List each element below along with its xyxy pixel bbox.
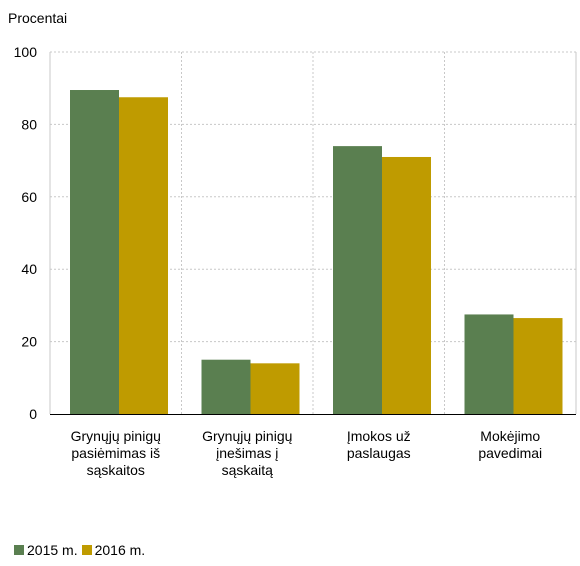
legend: 2015 m. 2016 m. <box>14 540 149 560</box>
y-tick-label: 0 <box>29 406 37 422</box>
y-tick-label: 40 <box>21 261 37 277</box>
bar <box>382 156 431 415</box>
x-tick-label: Grynųjų pinigų įnešimas į sąskaitą <box>202 428 292 478</box>
x-tick-labels: Grynųjų pinigų pasiėmimas iš sąskaitos Gryn… <box>71 428 543 478</box>
bar <box>250 363 300 414</box>
x-tick-label: Įmokos už paslaugas <box>347 428 411 461</box>
bar <box>513 318 563 414</box>
x-tick-label: Grynųjų pinigų pasiėmimas iš sąskaitos <box>71 428 161 478</box>
bar <box>464 314 514 414</box>
legend-swatch <box>81 545 92 555</box>
bars <box>70 90 563 415</box>
y-tick-labels: 0 20 40 60 80 100 <box>14 44 38 422</box>
legend-label: 2015 m. <box>27 542 78 558</box>
grid <box>49 51 577 414</box>
x-tick-label: Mokėjimo pavedimai <box>478 428 542 461</box>
legend-swatch <box>14 545 24 555</box>
y-tick-label: 20 <box>21 334 37 350</box>
y-tick-label: 80 <box>21 116 37 132</box>
y-tick-label: 60 <box>21 189 37 205</box>
bar <box>119 97 168 414</box>
legend-item: 2016 m. <box>81 542 146 558</box>
y-tick-label: 100 <box>14 44 38 60</box>
bar <box>333 146 382 414</box>
bar <box>70 90 119 414</box>
y-axis-label: Procentai <box>8 10 67 26</box>
legend-item: 2015 m. <box>14 542 78 558</box>
legend-label: 2016 m. <box>94 542 146 558</box>
bar <box>201 359 251 414</box>
